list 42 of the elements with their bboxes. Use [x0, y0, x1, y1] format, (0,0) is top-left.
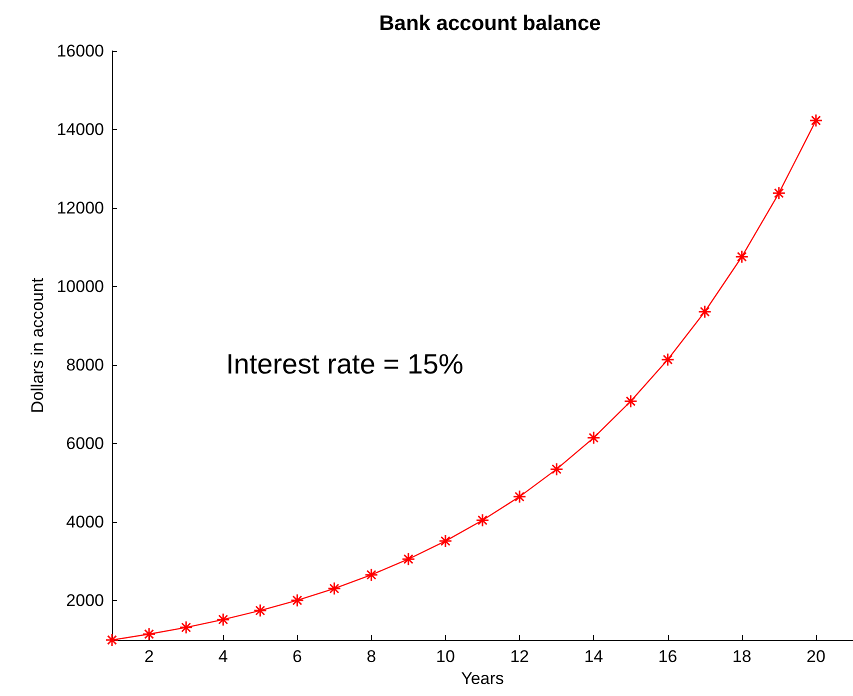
y-tick-label: 4000 — [66, 512, 104, 532]
point — [735, 250, 749, 264]
point — [364, 568, 378, 582]
x-tick-label: 14 — [584, 647, 604, 666]
x-tick-label: 8 — [366, 647, 376, 666]
x-tick-label: 2 — [144, 647, 154, 666]
point — [253, 604, 267, 618]
x-tick-label: 10 — [436, 647, 455, 666]
point — [290, 594, 304, 608]
y-tick-label: 16000 — [56, 42, 104, 60]
point — [179, 620, 193, 634]
point — [142, 627, 156, 641]
annotation: Interest rate = 15% — [226, 348, 464, 380]
point — [698, 304, 712, 318]
y-tick-label: 8000 — [66, 356, 104, 375]
x-tick-label: 12 — [510, 647, 530, 666]
point — [661, 352, 674, 366]
point — [438, 534, 452, 548]
point — [809, 114, 823, 128]
point — [105, 633, 119, 647]
x-tick-label: 20 — [806, 647, 826, 666]
x-tick-label: 6 — [292, 647, 302, 666]
x-axis-title: Years — [461, 668, 504, 688]
point — [402, 552, 416, 566]
x-tick-label: 18 — [732, 647, 752, 666]
x-tick-label: 16 — [658, 647, 678, 666]
y-tick-label: 2000 — [66, 591, 104, 610]
y-tick-label: 6000 — [66, 434, 104, 454]
point — [624, 394, 638, 408]
x-tick-label: 4 — [218, 647, 228, 666]
point — [772, 186, 786, 200]
point — [550, 462, 564, 476]
chart-title: Bank account balance — [379, 12, 601, 35]
y-tick-label: 14000 — [56, 120, 104, 140]
y-axis-title: Dollars in account — [28, 278, 47, 414]
point — [586, 431, 600, 445]
point — [512, 490, 526, 504]
y-tick-label: 10000 — [56, 277, 104, 296]
point — [328, 582, 342, 596]
point — [216, 612, 230, 626]
y-tick-label: 12000 — [56, 198, 104, 218]
point — [476, 513, 490, 527]
